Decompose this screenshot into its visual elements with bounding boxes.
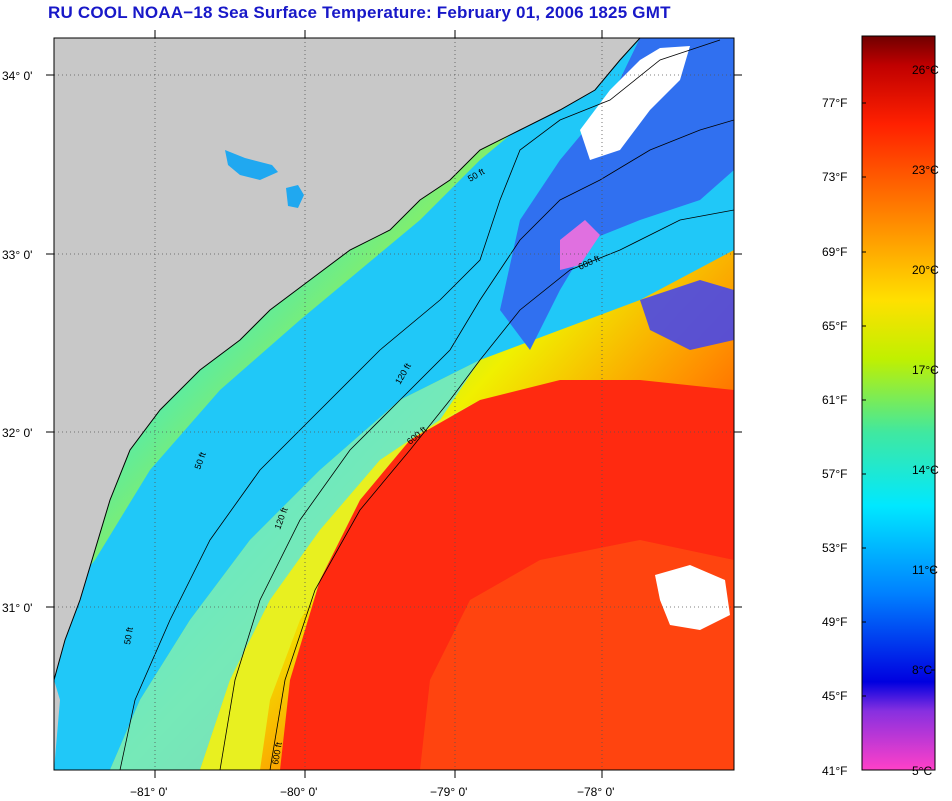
colorbar-c-label: 11°C (912, 563, 938, 577)
contour-120ft (219, 119, 734, 770)
colorbar-f-label: 57°F (822, 467, 847, 481)
colorbar-f-label: 53°F (822, 541, 847, 555)
colorbar-f-label: 49°F (822, 615, 847, 629)
graticule (54, 38, 734, 770)
map-title: RU COOL NOAA−18 Sea Surface Temperature:… (48, 3, 671, 22)
map-frame (53, 37, 735, 771)
cloud-patch-ne (580, 46, 690, 160)
axis-ticks (46, 30, 742, 778)
colorbar-c-label: 5°C (912, 764, 932, 778)
colorbar-f-label: 41°F (822, 764, 847, 778)
cloud-patch-se (655, 565, 730, 630)
cloud-patch-mid (560, 220, 600, 270)
colorbar-f-ticks (862, 69, 935, 697)
coastline (54, 38, 641, 681)
lon-label: −81° 0' (130, 785, 167, 799)
lat-label: 31° 0' (2, 601, 32, 615)
lon-label: −79° 0' (430, 785, 467, 799)
colorbar-f-label: 65°F (822, 319, 847, 333)
colorbar-f-label: 61°F (822, 393, 847, 407)
colorbar-c-label: 17°C (912, 363, 939, 377)
contour-label-50ft: 50 ft (122, 626, 135, 645)
colorbar-c-label: 8°C (912, 663, 932, 677)
outer-shelf-water (200, 400, 480, 770)
lon-label: −80° 0' (280, 785, 317, 799)
land-lower-left (54, 680, 60, 770)
lat-label: 32° 0' (2, 426, 32, 440)
lat-label: 34° 0' (2, 69, 32, 83)
land (54, 38, 640, 680)
lat-label: 33° 0' (2, 248, 32, 262)
colorbar-f-label: 77°F (822, 96, 847, 110)
colorbar-c-label: 20°C (912, 263, 939, 277)
lake-moultrie (286, 185, 304, 208)
contour-label-600ft: 600 ft (270, 741, 284, 765)
colorbar-f-label: 45°F (822, 689, 847, 703)
contour-50ft (119, 39, 721, 770)
colorbar-c-label: 26°C (912, 63, 939, 77)
colorbar (861, 35, 936, 771)
colorbar-c-label: 14°C (912, 463, 939, 477)
colorbar-f-label: 73°F (822, 170, 847, 184)
gulf-stream-core (420, 540, 734, 770)
lon-label: −78° 0' (577, 785, 614, 799)
colorbar-c-label: 23°C (912, 163, 939, 177)
colorbar-f-label: 69°F (822, 245, 847, 259)
contour-600ft (269, 209, 734, 770)
lake-marion (225, 150, 278, 180)
cold-water-patch (640, 280, 734, 350)
cold-water-region (500, 38, 734, 350)
